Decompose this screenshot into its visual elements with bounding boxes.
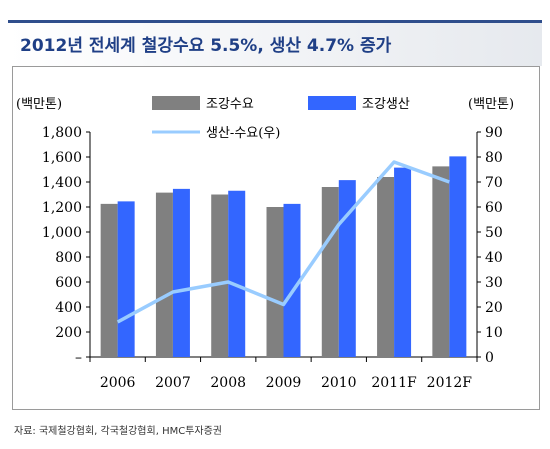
demand-bar (266, 207, 284, 357)
x-tick-label: 2012F (427, 375, 473, 391)
combo-chart: 1,8001,6001,4001,2001,000800600400200–90… (16, 96, 514, 391)
x-tick-label: 2008 (210, 375, 246, 391)
y-left-tick-label: – (75, 350, 82, 366)
title-banner: 2012년 전세계 철강수요 5.5%, 생산 4.7% 증가 (8, 20, 542, 66)
y-right-tick-label: 90 (485, 125, 503, 141)
bar-series (100, 156, 467, 357)
production-bar (117, 201, 135, 357)
demand-bar (155, 192, 173, 357)
y-left-tick-label: 1,200 (42, 200, 82, 216)
x-tick-label: 2009 (266, 375, 302, 391)
x-tick-label: 2011F (371, 375, 417, 391)
y-right-tick-label: 60 (485, 200, 503, 216)
demand-bar (377, 177, 395, 357)
demand-bar (432, 166, 450, 357)
y-left-tick-label: 1,800 (42, 125, 82, 141)
y-left-tick-label: 800 (55, 250, 82, 266)
demand-bar (321, 187, 339, 357)
y-right-tick-label: 30 (485, 275, 503, 291)
y-right-tick-label: 20 (485, 300, 503, 316)
demand-bar (100, 203, 118, 357)
x-tick-label: 2006 (100, 375, 136, 391)
y-right-tick-label: 40 (485, 250, 503, 266)
y-left-tick-label: 200 (55, 325, 82, 341)
legend-demand-swatch (152, 96, 200, 110)
y-left-tick-label: 1,000 (42, 225, 82, 241)
production-bar (228, 190, 246, 357)
axis-labels: 1,8001,6001,4001,2001,000800600400200–90… (16, 97, 514, 391)
source-note: 자료: 국제철강협회, 각국철강협회, HMC투자증권 (14, 426, 222, 437)
y-left-tick-label: 600 (55, 275, 82, 291)
production-bar (449, 156, 467, 357)
y-right-tick-label: 70 (485, 175, 503, 191)
production-bar (283, 203, 301, 357)
x-tick-label: 2007 (155, 375, 191, 391)
line-series (116, 160, 450, 324)
y-left-unit-label: (백만톤) (16, 97, 62, 112)
y-right-tick-label: 0 (485, 350, 494, 366)
y-left-tick-label: 1,400 (42, 175, 82, 191)
production-bar (172, 188, 190, 357)
demand-bar (211, 194, 229, 357)
page-title: 2012년 전세계 철강수요 5.5%, 생산 4.7% 증가 (20, 36, 392, 56)
production-bar (394, 167, 412, 357)
legend-production-swatch (308, 96, 356, 110)
y-right-tick-label: 50 (485, 225, 503, 241)
legend-production-label: 조강생산 (362, 97, 410, 112)
y-left-tick-label: 400 (55, 300, 82, 316)
legend-demand-label: 조강수요 (206, 97, 254, 112)
y-right-tick-label: 10 (485, 325, 503, 341)
legend-balance-label: 생산-수요(우) (206, 126, 280, 141)
y-right-tick-label: 80 (485, 150, 503, 166)
production-bar (338, 180, 356, 357)
y-right-unit-label: (백만톤) (468, 97, 514, 112)
y-left-tick-label: 1,600 (42, 150, 82, 166)
x-tick-label: 2010 (321, 375, 357, 391)
